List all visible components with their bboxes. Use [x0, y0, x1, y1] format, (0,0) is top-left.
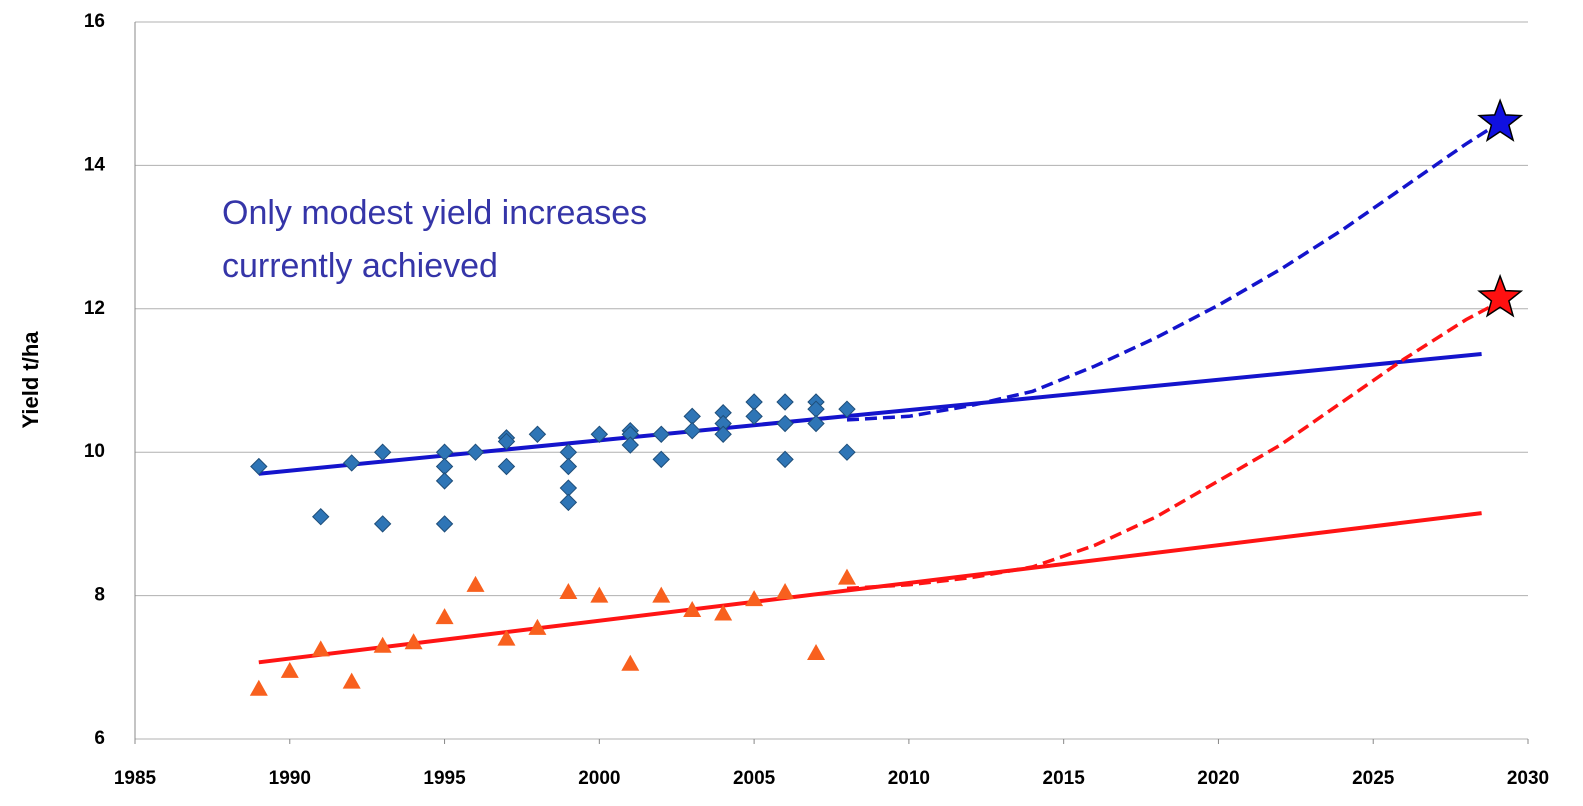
x-tick-label: 2005: [733, 768, 776, 789]
triangle-point: [466, 575, 485, 592]
diamond-point: [373, 515, 392, 533]
triangle-point: [776, 583, 795, 600]
y-tick-label: 10: [84, 441, 105, 462]
diamond-point: [745, 393, 763, 411]
triangle-point: [683, 600, 702, 617]
diamond-point: [621, 436, 639, 454]
annotation: currently achieved: [222, 247, 498, 285]
x-tick-label: 1995: [423, 768, 466, 789]
diamond-point: [838, 400, 856, 418]
diamond-point: [590, 425, 609, 443]
diamond-point: [559, 443, 578, 461]
diamond-point: [435, 457, 454, 476]
diamond-point: [807, 414, 825, 433]
diamond-point: [559, 479, 578, 497]
x-tick-label: 1990: [269, 768, 311, 789]
triangle-point: [342, 672, 361, 689]
x-tick-label: 2020: [1197, 768, 1239, 789]
x-tick-label: 2015: [1043, 768, 1086, 789]
triangle-point: [373, 636, 392, 653]
triangle-point: [621, 654, 640, 671]
diamond-point: [466, 443, 485, 461]
trend-line: [258, 352, 1482, 476]
diamond-point: [683, 421, 701, 440]
grid: [135, 21, 1528, 740]
diamond-point: [838, 443, 856, 461]
diamond-point: [652, 425, 670, 443]
diamond-point: [497, 457, 516, 476]
diamond-point: [559, 493, 578, 512]
diamond-point: [342, 454, 361, 472]
diamond-point: [745, 407, 763, 426]
y-tick-label: 12: [84, 298, 105, 319]
diamond-point: [435, 515, 454, 533]
diamond-point: [776, 450, 794, 469]
y-tick-label: 16: [84, 11, 105, 32]
diamond-point: [373, 443, 392, 461]
y-tick-label: 6: [94, 728, 105, 749]
diamond-point: [683, 407, 701, 426]
diamond-point: [776, 414, 794, 433]
triangle-point: [652, 586, 671, 603]
y-tick-label: 8: [94, 585, 105, 606]
triangle-point: [559, 583, 578, 600]
triangle-point: [311, 640, 330, 657]
triangle-point: [497, 629, 516, 646]
diamond-point: [652, 450, 670, 469]
triangle-point: [807, 643, 826, 660]
projection-line: [846, 300, 1501, 591]
x-tick-label: 2030: [1507, 768, 1549, 789]
triangle-point: [280, 661, 299, 678]
diamond-point: [528, 425, 547, 443]
triangle-point: [837, 568, 856, 585]
diamond-point: [776, 393, 794, 411]
projection-line: [846, 120, 1502, 422]
triangle-point: [714, 604, 733, 621]
annotation: Only modest yield increases: [222, 194, 647, 232]
diamond-point: [312, 508, 330, 526]
star-target: [1477, 98, 1524, 142]
x-tick-label: 2010: [888, 768, 930, 789]
diamond-point: [435, 472, 454, 490]
diamond-point: [497, 432, 516, 451]
star-target: [1477, 273, 1524, 318]
triangle-point: [528, 618, 547, 635]
y-tick-label: 14: [84, 154, 106, 175]
triangle-point: [590, 586, 609, 603]
triangle-point: [404, 633, 423, 650]
x-tick-label: 2025: [1352, 768, 1395, 789]
diamond-point: [559, 457, 578, 476]
x-tick-label: 1985: [114, 768, 157, 789]
x-tick-label: 2000: [578, 768, 620, 789]
y-axis-label: Yield t/ha: [18, 331, 43, 429]
triangle-point: [249, 679, 268, 696]
diamond-point: [714, 425, 732, 443]
triangle-point: [435, 608, 454, 625]
triangle-point: [745, 590, 764, 607]
diamond-point: [250, 457, 268, 476]
